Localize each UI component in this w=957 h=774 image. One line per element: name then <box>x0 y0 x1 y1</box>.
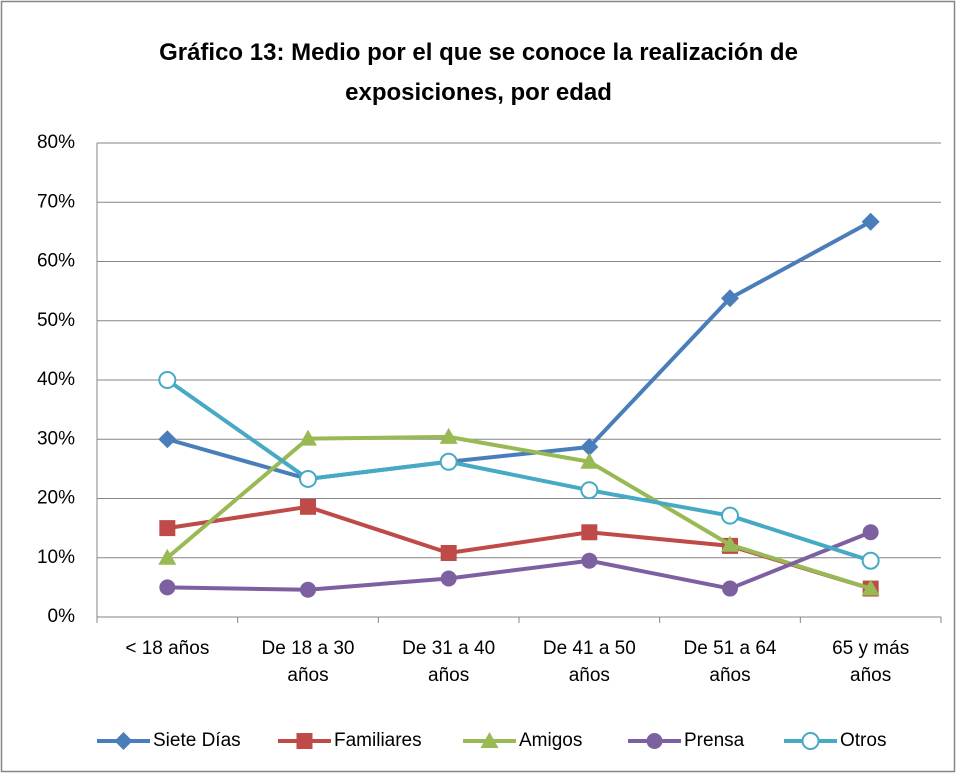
y-tick-label: 40% <box>37 369 75 390</box>
marker <box>722 580 738 597</box>
marker <box>580 437 599 456</box>
y-tick-label: 80% <box>37 132 75 153</box>
marker <box>159 520 176 537</box>
marker <box>158 430 177 449</box>
chart-title: Gráfico 13: Medio por el que se conoce l… <box>159 39 798 106</box>
legend-label: Siete Días <box>153 730 241 751</box>
marker <box>580 481 599 500</box>
x-tick-label: 65 y más años <box>832 638 910 686</box>
marker <box>114 732 133 750</box>
marker <box>861 551 880 570</box>
marker <box>862 524 879 541</box>
y-tick-label: 60% <box>37 251 75 272</box>
series-line <box>166 378 872 563</box>
marker <box>440 570 457 587</box>
marker <box>580 452 599 469</box>
marker <box>581 524 598 541</box>
legend-label: Prensa <box>684 730 745 751</box>
legend-label: Otros <box>840 730 886 751</box>
marker <box>439 427 458 444</box>
marker <box>158 371 177 389</box>
series-line <box>166 434 872 591</box>
marker <box>480 732 499 748</box>
marker <box>801 732 820 750</box>
marker <box>159 579 176 596</box>
series-line <box>166 220 872 481</box>
x-tick-label: De 18 a 30 años <box>261 638 355 686</box>
marker <box>300 581 316 598</box>
legend-label: Familiares <box>334 730 422 751</box>
y-tick-label: 10% <box>37 547 75 568</box>
series-line <box>167 530 872 592</box>
marker <box>300 498 316 515</box>
marker <box>299 429 317 446</box>
x-tick-label: De 51 a 64 años <box>683 638 777 686</box>
marker <box>440 545 457 562</box>
marker <box>721 289 739 308</box>
x-tick-label: < 18 años <box>125 638 210 659</box>
marker <box>721 506 739 525</box>
x-tick-label: De 31 a 40 años <box>402 638 496 686</box>
marker <box>646 733 663 749</box>
x-tick-label: De 41 a 50 años <box>542 638 636 686</box>
marker <box>861 212 880 231</box>
y-tick-label: 70% <box>37 191 75 212</box>
marker <box>861 579 880 596</box>
y-tick-label: 30% <box>37 428 75 449</box>
marker <box>581 552 598 569</box>
marker <box>721 535 739 552</box>
marker <box>299 469 317 488</box>
y-tick-label: 20% <box>37 488 75 509</box>
marker <box>158 548 177 565</box>
marker <box>296 733 313 749</box>
marker <box>439 452 458 471</box>
y-tick-label: 0% <box>48 606 76 627</box>
legend-label: Amigos <box>519 730 582 751</box>
y-tick-label: 50% <box>37 310 75 331</box>
